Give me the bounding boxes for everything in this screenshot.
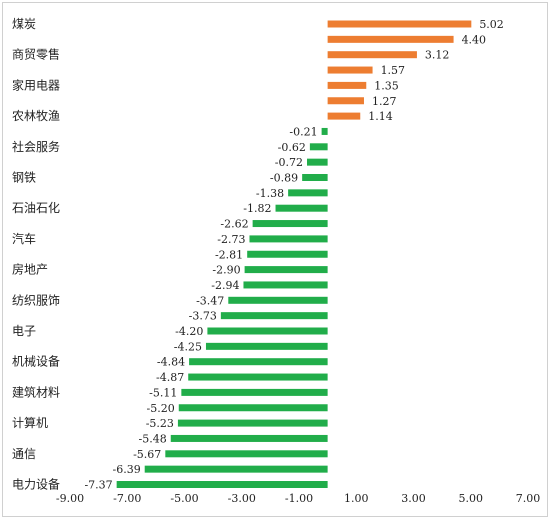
bar	[220, 312, 328, 320]
category-label: 机械设备	[12, 354, 60, 369]
category-label: 家用电器	[12, 77, 60, 92]
x-tick-label: -9.00	[56, 492, 84, 505]
bar	[249, 235, 328, 243]
bar	[327, 20, 472, 28]
bar-value-label: 1.35	[374, 79, 399, 92]
category-label: 电力设备	[12, 478, 60, 492]
category-label: 石油石化	[12, 201, 60, 215]
bar	[309, 143, 328, 151]
bar	[252, 220, 328, 228]
category-label: 钢铁	[12, 171, 36, 185]
bar-value-label: -5.48	[139, 432, 167, 445]
bar-value-label: 1.27	[372, 95, 397, 108]
x-tick-label: -3.00	[228, 492, 256, 505]
bar	[327, 81, 367, 89]
bar	[302, 174, 328, 181]
x-tick-label: 1.00	[344, 492, 369, 505]
bar-value-label: -4.87	[156, 371, 184, 384]
bar-value-label: -3.73	[189, 310, 217, 323]
bar-value-label: -2.90	[212, 264, 240, 277]
bar-value-label: -0.89	[270, 172, 298, 185]
category-label: 社会服务	[12, 139, 60, 154]
bar	[327, 66, 373, 74]
bar-value-label: -5.67	[133, 448, 161, 461]
x-tick-label: 5.00	[459, 492, 484, 505]
bar-value-label: -5.20	[147, 402, 175, 415]
x-tick-label: 7.00	[516, 492, 541, 505]
bar	[170, 434, 328, 442]
bar-value-label: 3.12	[425, 49, 450, 62]
bar	[116, 481, 328, 488]
x-tick-label: -1.00	[285, 492, 313, 505]
bar	[207, 327, 328, 335]
bar-value-label: -2.62	[220, 218, 248, 231]
bar	[288, 189, 328, 197]
bar-value-label: -0.21	[289, 125, 317, 138]
category-label: 煤炭	[12, 17, 36, 31]
bar-value-label: -5.11	[149, 386, 177, 399]
x-tick-label: -5.00	[170, 492, 198, 505]
bar-value-label: -4.20	[175, 325, 203, 338]
bar-value-label: -1.82	[243, 202, 271, 215]
category-label: 建筑材料	[12, 384, 60, 399]
bar	[307, 158, 328, 166]
bar-value-label: -0.72	[275, 156, 303, 169]
bar	[228, 296, 328, 304]
bar-value-label: -2.73	[217, 233, 245, 246]
category-label: 纺织服饰	[12, 293, 60, 307]
category-label: 通信	[12, 447, 36, 461]
bar	[244, 266, 328, 274]
bar	[247, 250, 328, 258]
bar-value-label: -4.25	[174, 340, 202, 353]
bar-value-label: -7.37	[84, 479, 112, 492]
bar	[181, 388, 328, 396]
category-label: 商贸零售	[12, 47, 60, 62]
category-label: 房地产	[12, 262, 48, 277]
bar-value-label: 4.40	[462, 33, 487, 46]
bar	[178, 404, 328, 412]
category-label: 汽车	[12, 231, 36, 246]
bar	[177, 419, 328, 427]
bar-value-label: -5.23	[146, 417, 174, 430]
chart-frame	[2, 2, 548, 517]
bar-value-label: 1.57	[381, 64, 406, 77]
bar	[243, 281, 328, 289]
x-tick-label: -7.00	[113, 492, 141, 505]
bar	[321, 127, 328, 135]
bar	[275, 204, 328, 212]
bar	[144, 465, 328, 473]
bar-value-label: -6.39	[112, 463, 140, 476]
category-label: 电子	[12, 324, 36, 338]
bar-value-label: -2.94	[211, 279, 239, 292]
bar-value-label: -3.47	[196, 294, 224, 307]
bar-value-label: 1.14	[368, 110, 393, 123]
x-tick-label: 3.00	[401, 492, 426, 505]
category-label: 农林牧渔	[12, 109, 60, 123]
bar-value-label: -4.84	[157, 356, 185, 369]
bar-value-label: -2.81	[215, 248, 243, 261]
bar-value-label: 5.02	[479, 18, 504, 31]
bar	[327, 51, 417, 59]
bar	[188, 373, 328, 381]
bar	[165, 450, 328, 458]
bar-value-label: -1.38	[256, 187, 284, 200]
bar	[327, 97, 364, 105]
category-label: 计算机	[12, 415, 48, 430]
bar	[327, 112, 361, 120]
bar	[327, 35, 454, 43]
bar-value-label: -0.62	[278, 141, 306, 154]
bar	[189, 358, 328, 366]
bar	[205, 342, 328, 350]
